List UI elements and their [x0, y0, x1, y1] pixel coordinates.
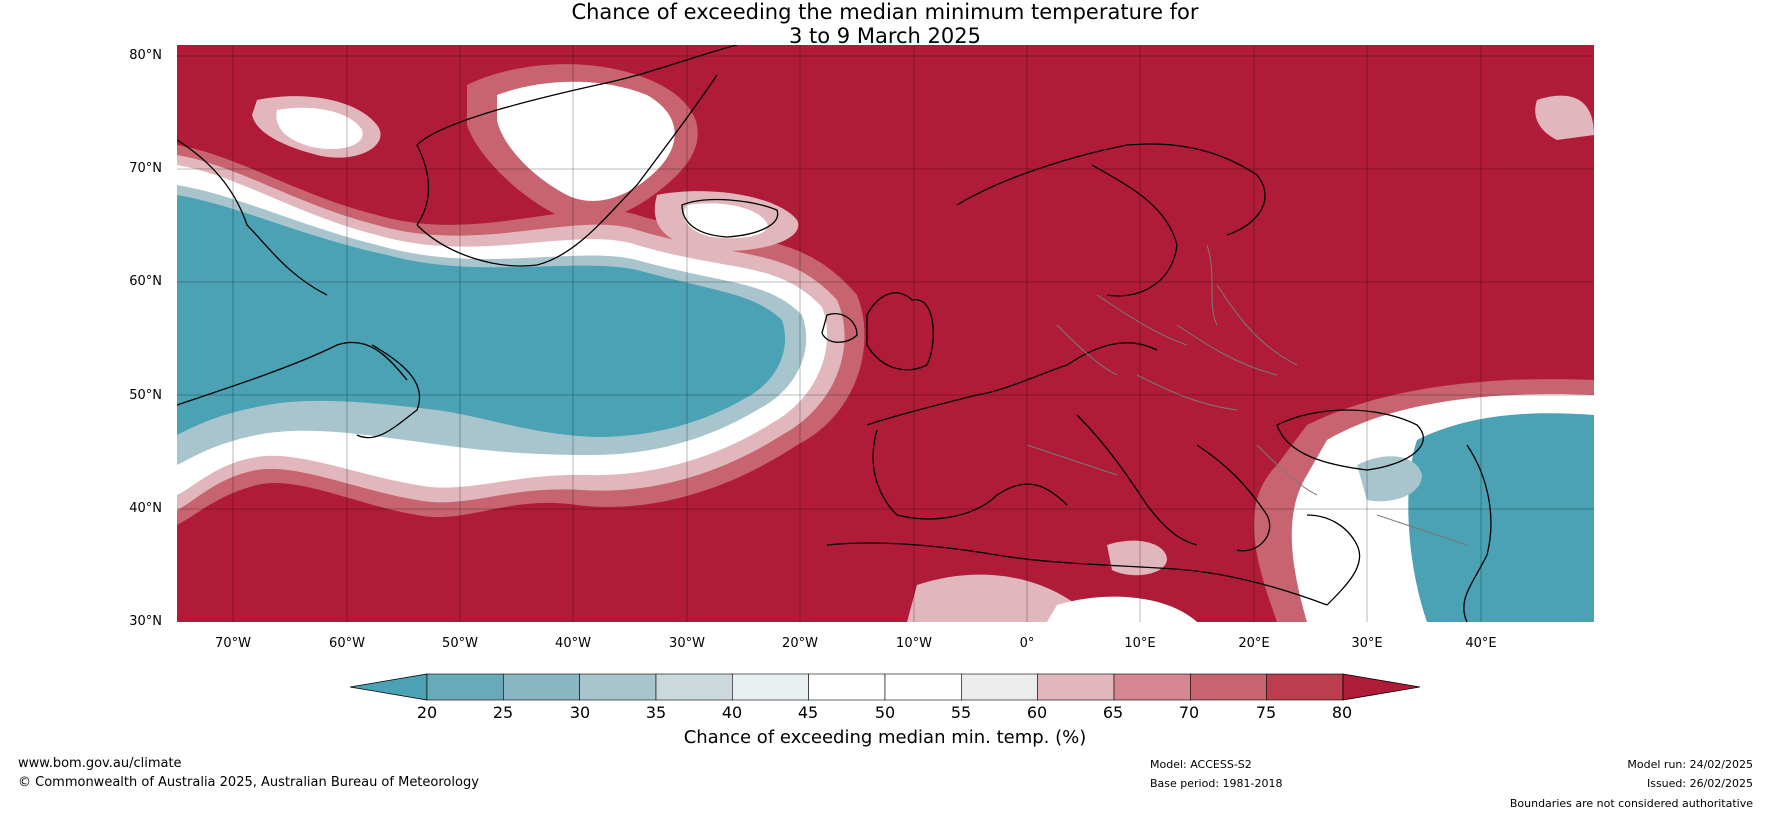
- lon-label-50w: 50°W: [442, 636, 478, 651]
- greenland-anomaly-region: [252, 64, 698, 222]
- lon-label-30w: 30°W: [669, 636, 705, 651]
- colorbar-tick-25: 25: [492, 703, 514, 722]
- lon-label-40w: 40°W: [555, 636, 591, 651]
- lat-label-50n: 50°N: [129, 388, 162, 403]
- colorbar-label: Chance of exceeding median min. temp. (%…: [683, 727, 1087, 748]
- colorbar-bin-25-30: [503, 673, 580, 701]
- lon-label-40e: 40°E: [1465, 636, 1497, 651]
- lat-label-80n: 80°N: [129, 48, 162, 63]
- colorbar-low-extension: [350, 673, 428, 701]
- colorbar-bin-20-25: [426, 673, 504, 701]
- colorbar-tick-80: 80: [1331, 703, 1353, 722]
- colorbar-tick-75: 75: [1255, 703, 1277, 722]
- colorbar: [350, 673, 1420, 701]
- lon-label-30e: 30°E: [1351, 636, 1383, 651]
- title-line-2: 3 to 9 March 2025: [789, 24, 981, 48]
- lon-label-20w: 20°W: [782, 636, 818, 651]
- lon-label-70w: 70°W: [215, 636, 251, 651]
- colorbar-tick-30: 30: [569, 703, 591, 722]
- atlantic-anomaly-region: [177, 145, 865, 525]
- colorbar-bin-70-75: [1190, 673, 1267, 701]
- copyright-text: © Commonwealth of Australia 2025, Austra…: [18, 775, 479, 790]
- model-text: Model: ACCESS-S2: [1150, 758, 1252, 771]
- map-title: Chance of exceeding the median minimum t…: [0, 0, 1770, 48]
- caspian-anomaly-region: [1253, 379, 1594, 622]
- lon-label-10e: 10°E: [1124, 636, 1156, 651]
- colorbar-tick-70: 70: [1178, 703, 1200, 722]
- colorbar-bin-60-65: [1037, 673, 1115, 701]
- lat-label-70n: 70°N: [129, 161, 162, 176]
- lat-label-60n: 60°N: [129, 274, 162, 289]
- coastline-layer: [177, 45, 1492, 622]
- colorbar-bin-40-45: [732, 673, 809, 701]
- lon-label-10w: 10°W: [896, 636, 932, 651]
- lon-label-60w: 60°W: [329, 636, 365, 651]
- colorbar-tick-50: 50: [874, 703, 896, 722]
- boundaries-note: Boundaries are not considered authoritat…: [1509, 797, 1753, 810]
- issued-text: Issued: 26/02/2025: [1646, 777, 1753, 790]
- website-link[interactable]: www.bom.gov.au/climate: [18, 756, 182, 771]
- model-run-text: Model run: 24/02/2025: [1627, 758, 1753, 771]
- colorbar-bin-45-50: [808, 673, 886, 701]
- north-africa-anomaly-region: [907, 574, 1077, 622]
- base-period-text: Base period: 1981-2018: [1150, 777, 1283, 790]
- colorbar-tick-55: 55: [950, 703, 972, 722]
- colorbar-bin-50-55: [884, 673, 962, 701]
- map-panel: [177, 45, 1594, 622]
- colorbar-tick-40: 40: [721, 703, 743, 722]
- colorbar-tick-20: 20: [416, 703, 438, 722]
- colorbar-tick-35: 35: [645, 703, 667, 722]
- colorbar-high-extension: [1342, 673, 1420, 701]
- colorbar-tick-60: 60: [1026, 703, 1048, 722]
- probability-map: [177, 45, 1594, 622]
- colorbar-bin-55-60: [961, 673, 1038, 701]
- lat-label-30n: 30°N: [129, 614, 162, 629]
- colorbar-tick-65: 65: [1102, 703, 1124, 722]
- colorbar-tick-45: 45: [797, 703, 819, 722]
- graticule: [177, 45, 1594, 622]
- lat-label-40n: 40°N: [129, 501, 162, 516]
- colorbar-bin-30-35: [579, 673, 657, 701]
- colorbar-bin-75-80: [1266, 673, 1344, 701]
- colorbar-bin-35-40: [655, 673, 733, 701]
- colorbar-bin-65-70: [1113, 673, 1191, 701]
- lon-label-20e: 20°E: [1238, 636, 1270, 651]
- title-line-1: Chance of exceeding the median minimum t…: [571, 0, 1199, 24]
- lon-label-0: 0°: [1019, 636, 1035, 651]
- country-border-layer: [1026, 244, 1468, 546]
